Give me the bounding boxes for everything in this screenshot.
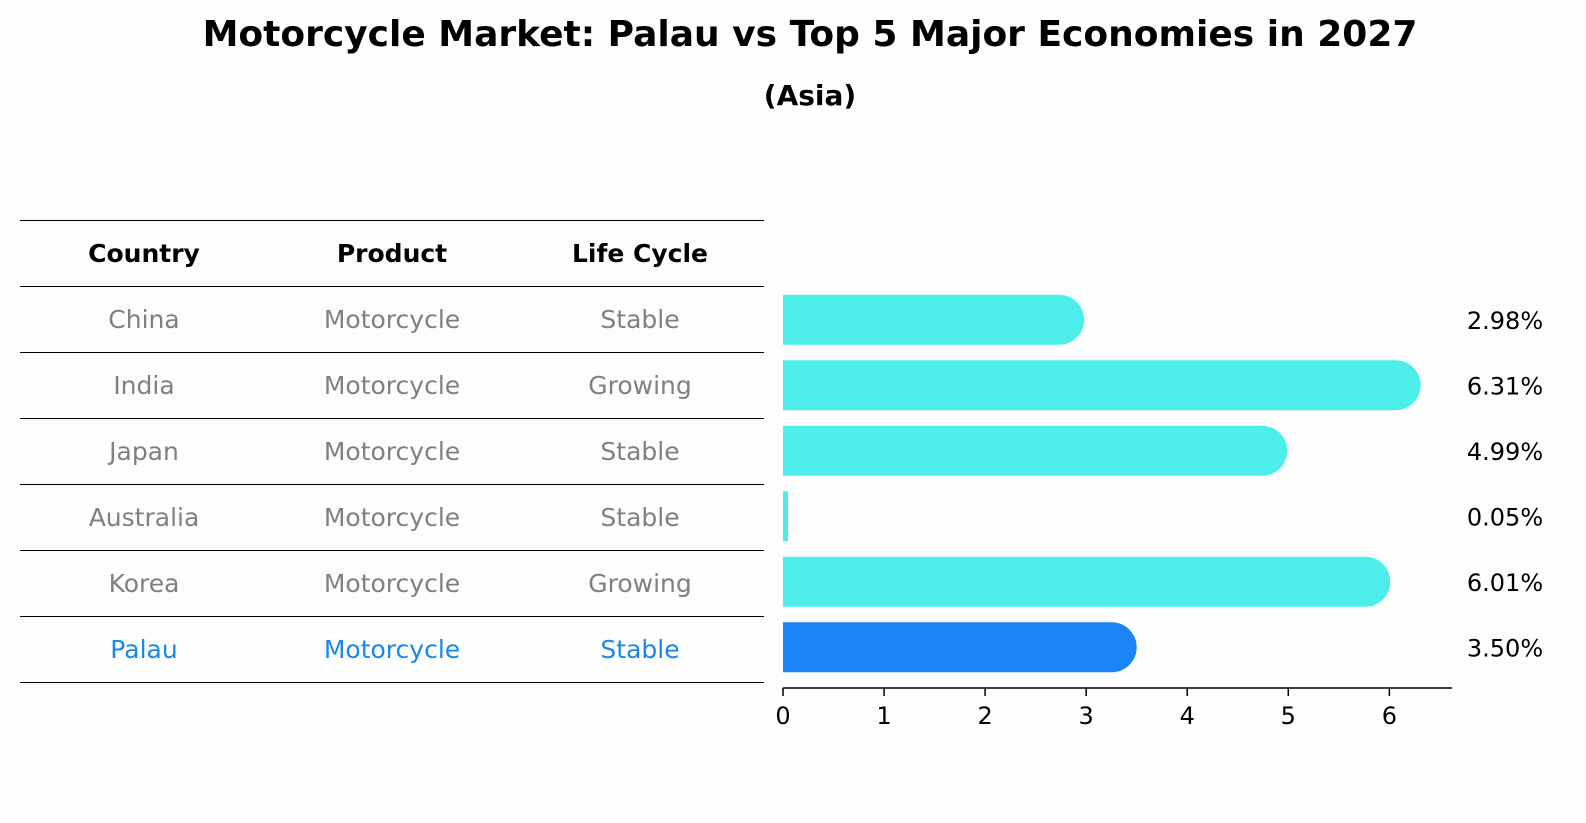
bar — [783, 491, 789, 542]
value-label: 0.05% — [1467, 503, 1543, 531]
country-cell: Korea — [20, 550, 268, 617]
value-label: 4.99% — [1467, 438, 1543, 466]
life-cycle-cell: Stable — [516, 418, 764, 485]
product-cell: Motorcycle — [268, 286, 516, 353]
table-row: Australia Motorcycle Stable — [20, 484, 764, 551]
product-cell: Motorcycle — [268, 418, 516, 485]
table-row: Korea Motorcycle Growing — [20, 550, 764, 617]
x-tick-label: 3 — [1079, 702, 1094, 730]
bar — [783, 556, 1391, 607]
data-table: Country Product Life Cycle China Motorcy… — [20, 220, 764, 683]
header-product: Product — [268, 220, 516, 287]
value-label: 2.98% — [1467, 307, 1543, 335]
table-row: India Motorcycle Growing — [20, 352, 764, 419]
header-life-cycle: Life Cycle — [516, 220, 764, 287]
product-cell: Motorcycle — [268, 484, 516, 551]
bar — [783, 425, 1288, 476]
product-cell: Motorcycle — [268, 352, 516, 419]
bar — [783, 294, 1085, 345]
product-cell: Motorcycle — [268, 616, 516, 683]
chart-subtitle: (Asia) — [763, 79, 857, 112]
x-tick-label: 2 — [977, 702, 992, 730]
table-header-row: Country Product Life Cycle — [20, 220, 764, 287]
country-cell: China — [20, 286, 268, 353]
value-label: 3.50% — [1467, 634, 1543, 662]
table-row-highlighted: Palau Motorcycle Stable — [20, 616, 764, 683]
country-cell: Japan — [20, 418, 268, 485]
x-tick-label: 6 — [1382, 702, 1397, 730]
table-row: Japan Motorcycle Stable — [20, 418, 764, 485]
header-country: Country — [20, 220, 268, 287]
life-cycle-cell: Stable — [516, 616, 764, 683]
table-row: China Motorcycle Stable — [20, 286, 764, 353]
country-cell: Palau — [20, 616, 268, 683]
x-tick-label: 1 — [876, 702, 891, 730]
bar-highlighted — [783, 622, 1137, 673]
life-cycle-cell: Growing — [516, 352, 764, 419]
life-cycle-cell: Stable — [516, 286, 764, 353]
life-cycle-cell: Stable — [516, 484, 764, 551]
x-tick-label: 0 — [775, 702, 790, 730]
life-cycle-cell: Growing — [516, 550, 764, 617]
value-label: 6.01% — [1467, 569, 1543, 597]
product-cell: Motorcycle — [268, 550, 516, 617]
x-tick-label: 5 — [1281, 702, 1296, 730]
chart-title: Motorcycle Market: Palau vs Top 5 Major … — [202, 14, 1418, 55]
bar — [783, 360, 1421, 411]
x-tick-label: 4 — [1180, 702, 1195, 730]
country-cell: Australia — [20, 484, 268, 551]
country-cell: India — [20, 352, 268, 419]
value-label: 6.31% — [1467, 372, 1543, 400]
